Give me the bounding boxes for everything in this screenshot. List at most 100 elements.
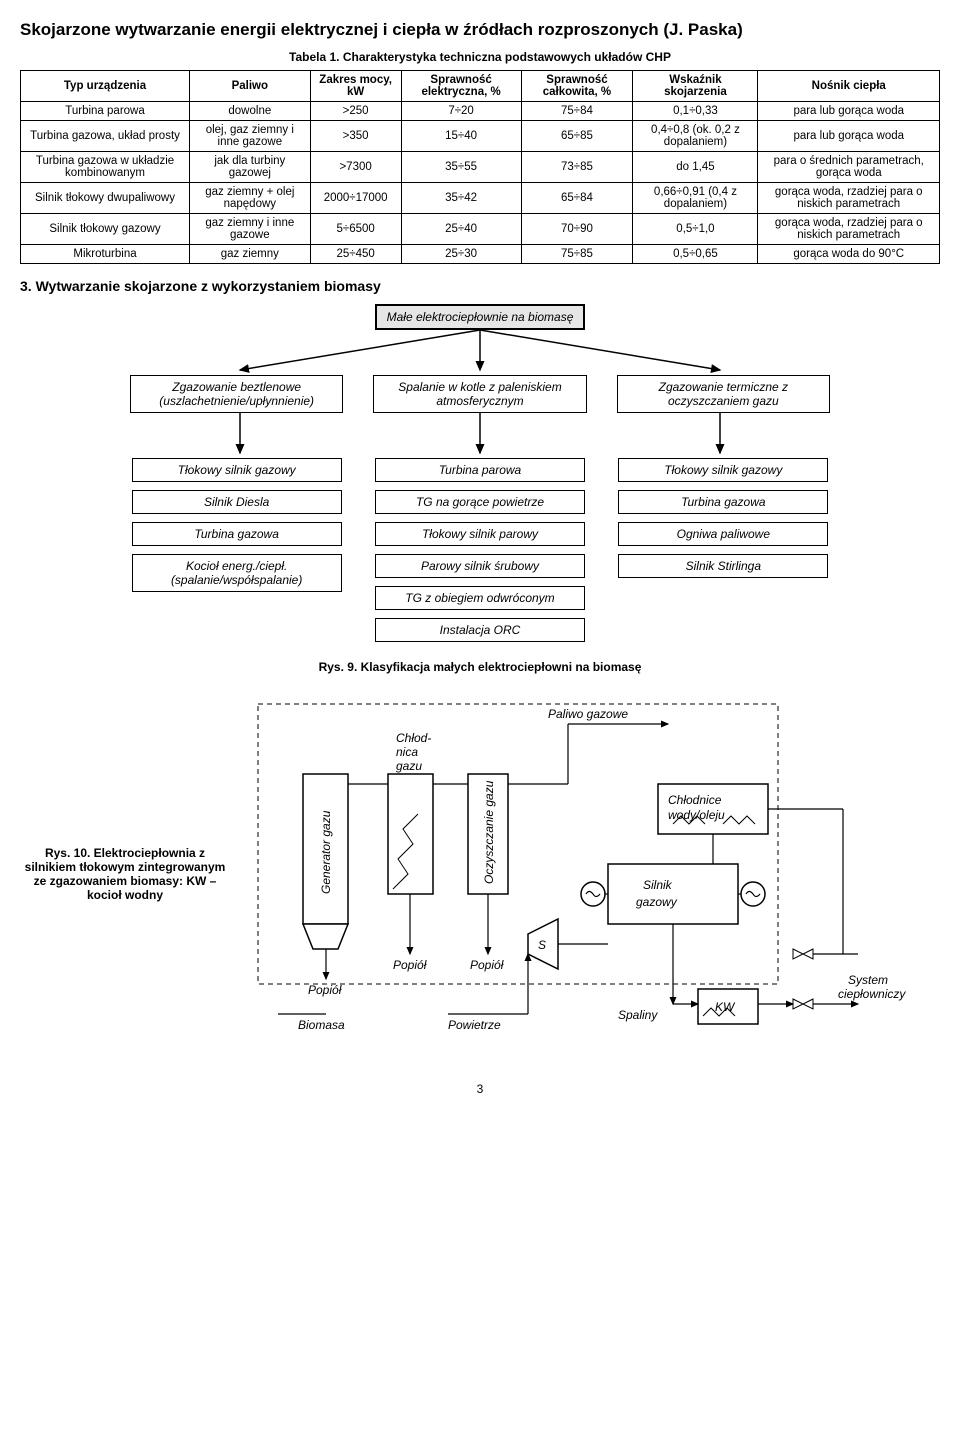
table-cell: 75÷85 — [521, 245, 633, 264]
fig9-item: Tłokowy silnik parowy — [375, 522, 585, 546]
table-cell: 7÷20 — [401, 102, 521, 121]
fig10-label-silnik: Silnik — [643, 878, 673, 892]
fig9-column-3: Tłokowy silnik gazowyTurbina gazowaOgniw… — [617, 458, 830, 578]
th-type: Typ urządzenia — [21, 71, 190, 102]
fig10-label-popiol2: Popiół — [393, 958, 427, 972]
table-caption: Tabela 1. Charakterystyka techniczna pod… — [20, 50, 940, 64]
fig9-arrows-mid — [130, 413, 830, 458]
fig10-label-spaliny: Spaliny — [618, 1008, 658, 1022]
th-elec-eff: Sprawność elektryczna, % — [401, 71, 521, 102]
table-cell: para lub gorąca woda — [758, 121, 940, 152]
table-cell: dowolne — [190, 102, 311, 121]
fig9-item: Tłokowy silnik gazowy — [132, 458, 342, 482]
table-cell: 70÷90 — [521, 214, 633, 245]
svg-text:gazu: gazu — [396, 759, 422, 773]
fig10-label-powietrze: Powietrze — [448, 1018, 501, 1032]
table-cell: jak dla turbiny gazowej — [190, 152, 311, 183]
table-cell: Turbina gazowa, układ prosty — [21, 121, 190, 152]
page-number: 3 — [20, 1082, 940, 1096]
table-cell: 25÷30 — [401, 245, 521, 264]
table-cell: Silnik tłokowy gazowy — [21, 214, 190, 245]
svg-text:gazowy: gazowy — [636, 895, 678, 909]
fig9-item: Kocioł energ./ciepł. (spalanie/współspal… — [132, 554, 342, 592]
fig9-root-box: Małe elektrociepłownie na biomasę — [375, 304, 586, 330]
table-cell: 35÷55 — [401, 152, 521, 183]
table-cell: gaz ziemny i inne gazowe — [190, 214, 311, 245]
fig10-label-kw: KW — [715, 1000, 736, 1014]
table-cell: gorąca woda, rzadziej para o niskich par… — [758, 183, 940, 214]
table-cell: gaz ziemny + olej napędowy — [190, 183, 311, 214]
table-cell: 73÷85 — [521, 152, 633, 183]
table-cell: Mikroturbina — [21, 245, 190, 264]
fig9-item: Ogniwa paliwowe — [618, 522, 828, 546]
table-cell: 5÷6500 — [310, 214, 401, 245]
fig9-item: Turbina gazowa — [132, 522, 342, 546]
table-cell: >7300 — [310, 152, 401, 183]
table-cell: 0,5÷1,0 — [633, 214, 758, 245]
table-row: Mikroturbinagaz ziemny25÷45025÷3075÷850,… — [21, 245, 940, 264]
fig10-label-generator: Generator gazu — [319, 810, 333, 894]
table-cell: 15÷40 — [401, 121, 521, 152]
section-3-heading: 3. Wytwarzanie skojarzone z wykorzystani… — [20, 278, 940, 294]
th-total-eff: Sprawność całkowita, % — [521, 71, 633, 102]
fig9-item: Silnik Stirlinga — [618, 554, 828, 578]
th-heat: Nośnik ciepła — [758, 71, 940, 102]
fig10-label-chlodnice: Chłodnice — [668, 793, 722, 807]
fig9-column-2: Turbina parowaTG na gorące powietrzeTłok… — [373, 458, 586, 642]
fig10-label-paliwo: Paliwo gazowe — [548, 707, 628, 721]
table-cell: 0,4÷0,8 (ok. 0,2 z dopalaniem) — [633, 121, 758, 152]
fig10-diagram: Generator gazu Chłod- nica gazu Popiół O… — [248, 694, 940, 1054]
table-header-row: Typ urządzenia Paliwo Zakres mocy, kW Sp… — [21, 71, 940, 102]
th-index: Wskaźnik skojarzenia — [633, 71, 758, 102]
svg-text:ciepłowniczy: ciepłowniczy — [838, 987, 906, 1001]
table-cell: Turbina gazowa w układzie kombinowanym — [21, 152, 190, 183]
table-cell: Turbina parowa — [21, 102, 190, 121]
fig9-arrows-top — [130, 330, 830, 375]
table-cell: 0,1÷0,33 — [633, 102, 758, 121]
fig10-label-popiol3: Popiół — [470, 958, 504, 972]
fig10-label-biomasa: Biomasa — [298, 1018, 345, 1032]
table-cell: gaz ziemny — [190, 245, 311, 264]
table-cell: 65÷84 — [521, 183, 633, 214]
chp-table: Typ urządzenia Paliwo Zakres mocy, kW Sp… — [20, 70, 940, 264]
table-cell: >350 — [310, 121, 401, 152]
table-cell: 0,66÷0,91 (0,4 z dopalaniem) — [633, 183, 758, 214]
fig10-label-s: S — [538, 938, 546, 952]
table-cell: para o średnich parametrach, gorąca woda — [758, 152, 940, 183]
table-cell: 75÷84 — [521, 102, 633, 121]
fig9-branch-1: Zgazowanie beztlenowe (uszlachetnienie/u… — [130, 375, 343, 413]
fig10-caption: Rys. 10. Elektrociepłownia z silnikiem t… — [20, 846, 230, 902]
table-cell: 65÷85 — [521, 121, 633, 152]
fig10-label-system: System — [848, 973, 888, 987]
table-cell: gorąca woda do 90°C — [758, 245, 940, 264]
fig9-item: Silnik Diesla — [132, 490, 342, 514]
table-cell: 2000÷17000 — [310, 183, 401, 214]
table-row: Turbina gazowa w układzie kombinowanymja… — [21, 152, 940, 183]
fig9-item: Turbina gazowa — [618, 490, 828, 514]
fig9-column-1: Tłokowy silnik gazowy Silnik Diesla Turbin… — [130, 458, 343, 592]
table-cell: olej, gaz ziemny i inne gazowe — [190, 121, 311, 152]
table-row: Turbina parowadowolne>2507÷2075÷840,1÷0,… — [21, 102, 940, 121]
fig9-diagram: Małe elektrociepłownie na biomasę Zgazow… — [130, 304, 830, 642]
table-cell: para lub gorąca woda — [758, 102, 940, 121]
fig9-branch-3: Zgazowanie termiczne z oczyszczaniem gaz… — [617, 375, 830, 413]
th-fuel: Paliwo — [190, 71, 311, 102]
table-cell: gorąca woda, rzadziej para o niskich par… — [758, 214, 940, 245]
table-cell: 25÷40 — [401, 214, 521, 245]
fig9-item: TG na gorące powietrze — [375, 490, 585, 514]
fig9-item: Instalacja ORC — [375, 618, 585, 642]
table-cell: 35÷42 — [401, 183, 521, 214]
th-power: Zakres mocy, kW — [310, 71, 401, 102]
fig10-label-oczyszczanie: Oczyszczanie gazu — [482, 780, 496, 884]
table-row: Silnik tłokowy dwupaliwowygaz ziemny + o… — [21, 183, 940, 214]
fig9-branch-2: Spalanie w kotle z paleniskiem atmosfery… — [373, 375, 586, 413]
table-row: Silnik tłokowy gazowygaz ziemny i inne g… — [21, 214, 940, 245]
table-cell: >250 — [310, 102, 401, 121]
table-row: Turbina gazowa, układ prostyolej, gaz zi… — [21, 121, 940, 152]
fig9-item: Parowy silnik śrubowy — [375, 554, 585, 578]
fig10-label-chlodnica: Chłod- — [396, 731, 431, 745]
fig9-caption: Rys. 9. Klasyfikacja małych elektrociepł… — [20, 660, 940, 674]
fig10-label-popiol1: Popiół — [308, 983, 342, 997]
table-cell: Silnik tłokowy dwupaliwowy — [21, 183, 190, 214]
table-cell: 0,5÷0,65 — [633, 245, 758, 264]
